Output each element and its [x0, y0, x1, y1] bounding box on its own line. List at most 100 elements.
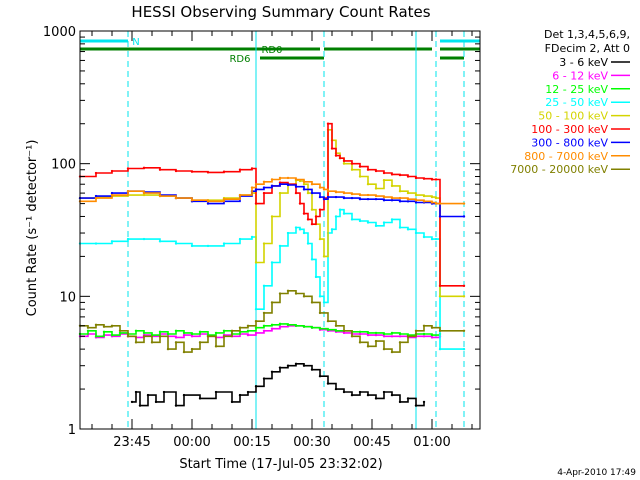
data-point — [390, 184, 394, 188]
data-point — [414, 329, 418, 332]
data-point — [94, 323, 98, 327]
y-tick-label: 1000 — [43, 25, 76, 40]
data-point — [358, 165, 362, 168]
data-point — [246, 390, 250, 394]
data-point — [398, 190, 402, 193]
data-point — [462, 284, 466, 288]
data-point — [306, 191, 310, 195]
data-point — [334, 190, 338, 194]
data-point — [322, 301, 326, 304]
data-point — [250, 167, 254, 170]
legend-entry-label: 6 - 12 keV — [552, 69, 608, 82]
data-point — [358, 390, 362, 394]
data-point — [310, 222, 314, 226]
flag-label-rd6: RD6 — [229, 54, 250, 65]
data-point — [158, 335, 162, 338]
data-point — [366, 393, 370, 397]
series-line — [80, 208, 464, 350]
data-point — [278, 244, 282, 248]
data-point — [302, 295, 306, 298]
legend: Det 1,3,4,5,6,9, FDecim 2, Att 0 3 - 6 k… — [510, 28, 630, 176]
data-point — [262, 329, 266, 332]
data-point — [374, 397, 378, 400]
data-point — [422, 200, 426, 203]
data-point — [174, 404, 178, 407]
data-point — [434, 178, 438, 181]
data-point — [326, 319, 330, 323]
data-point — [342, 331, 346, 335]
x-tick-label: 00:45 — [353, 435, 390, 450]
data-point — [254, 183, 258, 186]
data-point — [118, 329, 122, 332]
data-point — [390, 331, 394, 335]
data-point — [278, 366, 282, 369]
data-point — [222, 329, 226, 332]
y-tick-label: 1 — [68, 423, 76, 438]
y-tick-label: 10 — [59, 290, 76, 305]
data-point — [142, 193, 146, 197]
data-point — [382, 179, 386, 182]
data-point — [250, 235, 254, 239]
data-point — [254, 326, 258, 329]
legend-entry-label: 100 - 300 keV — [531, 123, 608, 136]
data-point — [206, 244, 210, 248]
data-point — [314, 215, 318, 218]
data-point — [246, 333, 250, 337]
data-point — [254, 385, 258, 388]
data-point — [110, 193, 114, 197]
data-point — [182, 333, 186, 337]
data-point — [330, 228, 334, 231]
data-point — [414, 404, 418, 407]
data-point — [278, 322, 282, 326]
legend-entry-label: 800 - 7000 keV — [524, 150, 608, 163]
data-point — [390, 350, 394, 354]
data-point — [366, 221, 370, 224]
data-point — [310, 368, 314, 371]
data-point — [174, 329, 178, 332]
data-point — [326, 195, 330, 199]
data-point — [142, 335, 146, 338]
data-point — [422, 332, 426, 336]
data-point — [366, 193, 370, 197]
data-point — [334, 387, 338, 391]
data-point — [358, 197, 362, 201]
data-point — [270, 327, 274, 330]
data-point — [286, 364, 290, 367]
data-point — [262, 377, 266, 380]
data-point — [302, 183, 306, 186]
data-point — [110, 240, 114, 243]
data-point — [298, 202, 302, 205]
data-point — [174, 336, 178, 339]
data-point — [238, 193, 242, 197]
data-point — [126, 167, 130, 170]
data-point — [294, 191, 298, 195]
data-point — [158, 194, 162, 198]
data-point — [334, 329, 338, 332]
data-point — [262, 242, 266, 245]
status-flags: N RD0 RD6 — [80, 37, 480, 65]
data-point — [142, 191, 146, 195]
data-point — [390, 393, 394, 397]
data-point — [398, 332, 402, 336]
data-point — [294, 324, 298, 327]
data-point — [342, 329, 346, 332]
data-point — [198, 330, 202, 334]
data-point — [190, 335, 194, 338]
legend-entry-label: 25 - 50 keV — [545, 96, 608, 109]
axes — [79, 30, 481, 430]
data-point — [110, 191, 114, 195]
data-point — [318, 311, 322, 315]
chart-title: HESSI Observing Summary Count Rates — [131, 3, 430, 21]
data-point — [142, 166, 146, 170]
data-point — [350, 192, 354, 196]
data-point — [286, 176, 290, 180]
data-point — [278, 183, 282, 186]
data-point — [374, 331, 378, 335]
data-point — [134, 329, 138, 332]
data-point — [430, 336, 434, 339]
data-point — [366, 183, 370, 186]
data-point — [374, 224, 378, 228]
data-point — [154, 400, 158, 404]
data-point — [366, 345, 370, 348]
